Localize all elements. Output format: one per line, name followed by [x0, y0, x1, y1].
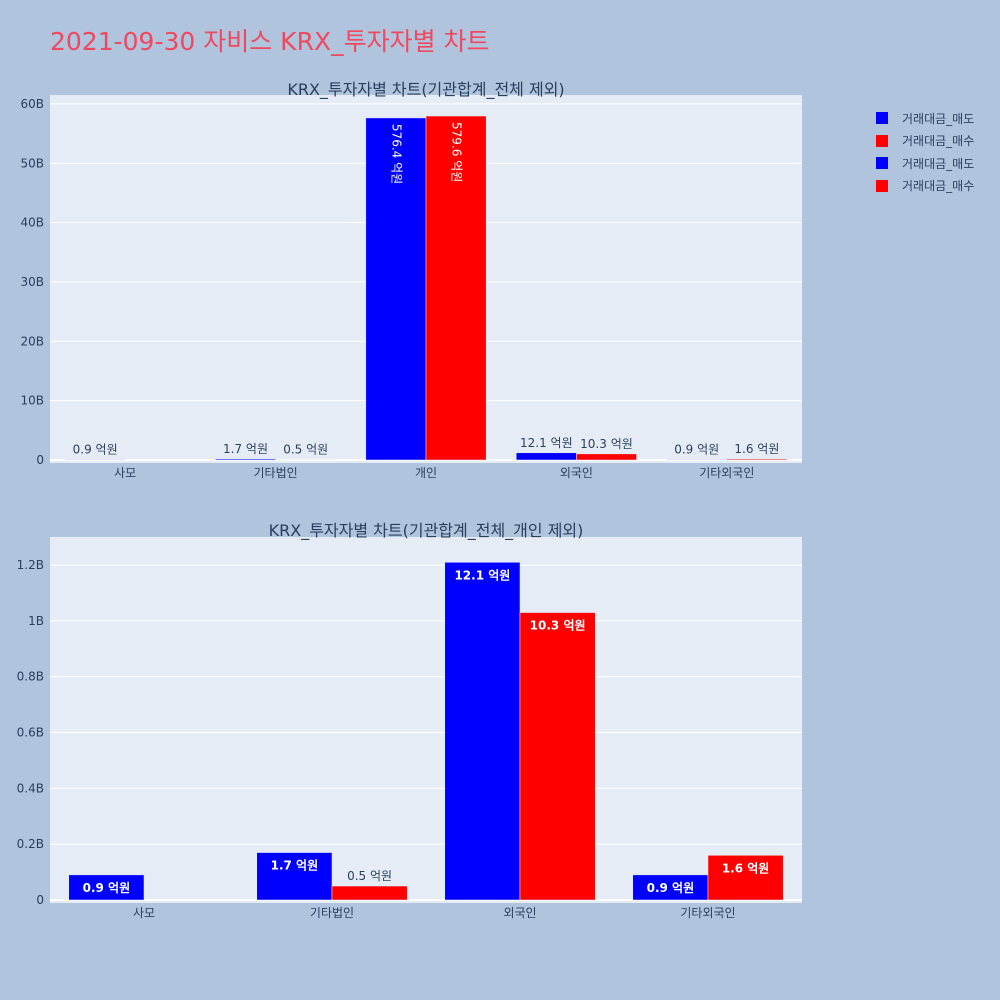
x-tick-label: 개인	[415, 466, 437, 480]
x-tick-label: 외국인	[560, 466, 593, 480]
legend-label: 거래대금_매도	[902, 156, 975, 171]
bar	[365, 117, 427, 461]
legend-item-buy-1[interactable]: 거래대금_매수	[876, 130, 974, 153]
bar	[519, 612, 596, 901]
data-label: 0.9 억원	[647, 881, 695, 895]
bar	[215, 458, 276, 461]
bar	[425, 115, 487, 461]
legend-label: 거래대금_매수	[902, 179, 975, 194]
legend-item-buy-2[interactable]: 거래대금_매수	[876, 175, 974, 198]
bar	[576, 453, 637, 461]
data-label: 12.1 억원	[454, 568, 510, 582]
y-tick-label: 60B	[20, 97, 44, 111]
legend-item-sell-1[interactable]: 거래대금_매도	[876, 107, 974, 130]
y-tick-label: 1.2B	[17, 558, 44, 572]
legend[interactable]: 거래대금_매도 거래대금_매수 거래대금_매도 거래대금_매수	[876, 107, 974, 197]
data-label: 0.9 억원	[73, 442, 118, 456]
x-tick-label: 외국인	[503, 906, 536, 920]
x-tick-label: 사모	[133, 906, 155, 920]
data-label: 0.9 억원	[83, 881, 131, 895]
x-tick-label: 기타외국인	[699, 466, 754, 480]
data-label: 0.5 억원	[347, 869, 392, 883]
data-label: 0.9 억원	[674, 442, 719, 456]
chart-title: KRX_투자자별 차트(기관합계_전체 제외)	[287, 80, 564, 100]
data-label: 576.4 억원	[389, 124, 403, 184]
y-tick-label: 1B	[28, 614, 44, 628]
chart-2: 0 0.2B 0.4B 0.6B 0.8B 1B 1.2B KRX_투자자별 차트(기관합계_…	[17, 521, 802, 920]
x-tick-label: 기타외국인	[680, 906, 735, 920]
bar	[68, 874, 145, 901]
data-label: 10.3 억원	[580, 437, 633, 451]
data-label: 579.6 억원	[450, 122, 464, 182]
data-label: 1.6 억원	[734, 442, 779, 456]
x-tick-label: 사모	[114, 466, 136, 480]
bar	[666, 459, 728, 461]
y-tick-label: 40B	[20, 216, 44, 230]
chart-1: 0 10B 20B 30B 40B 50B 60B KRX_투자자별 차트(기관합계_전체 제…	[20, 80, 802, 480]
x-tick-label: 기타법인	[310, 906, 354, 920]
data-label: 1.7 억원	[223, 442, 268, 456]
y-tick-label: 0.6B	[17, 726, 44, 740]
bar	[256, 852, 333, 901]
bar	[515, 452, 577, 461]
legend-label: 거래대금_매도	[902, 111, 975, 126]
y-tick-label: 0.2B	[17, 837, 44, 851]
y-tick-label: 30B	[20, 275, 44, 289]
plot-area	[50, 537, 802, 903]
bar	[64, 459, 126, 461]
bar	[726, 458, 788, 461]
legend-swatch-buy	[876, 134, 888, 147]
y-tick-label: 0	[36, 893, 44, 907]
legend-swatch-sell	[876, 112, 888, 125]
legend-label: 거래대금_매수	[902, 134, 975, 149]
data-label: 1.7 억원	[271, 859, 319, 873]
page-title: 2021-09-30 자비스 KRX_투자자별 차트	[50, 27, 490, 56]
bar	[331, 885, 408, 901]
data-label: 10.3 억원	[530, 619, 586, 633]
x-tick-label: 기타법인	[254, 466, 298, 480]
legend-item-sell-2[interactable]: 거래대금_매도	[876, 152, 974, 175]
legend-swatch-sell	[876, 157, 888, 170]
y-tick-label: 10B	[20, 394, 44, 408]
data-label: 1.6 억원	[722, 861, 770, 875]
y-tick-label: 50B	[20, 156, 44, 170]
y-tick-label: 20B	[20, 334, 44, 348]
y-tick-label: 0	[36, 453, 44, 467]
y-tick-label: 0.4B	[17, 781, 44, 795]
legend-swatch-buy	[876, 179, 888, 192]
y-tick-label: 0.8B	[17, 670, 44, 684]
data-label: 12.1 억원	[520, 436, 573, 450]
data-label: 0.5 억원	[283, 443, 328, 457]
chart-title: KRX_투자자별 차트(기관합계_전체_개인 제외)	[269, 521, 584, 541]
bar	[444, 562, 521, 901]
bar	[707, 855, 784, 901]
